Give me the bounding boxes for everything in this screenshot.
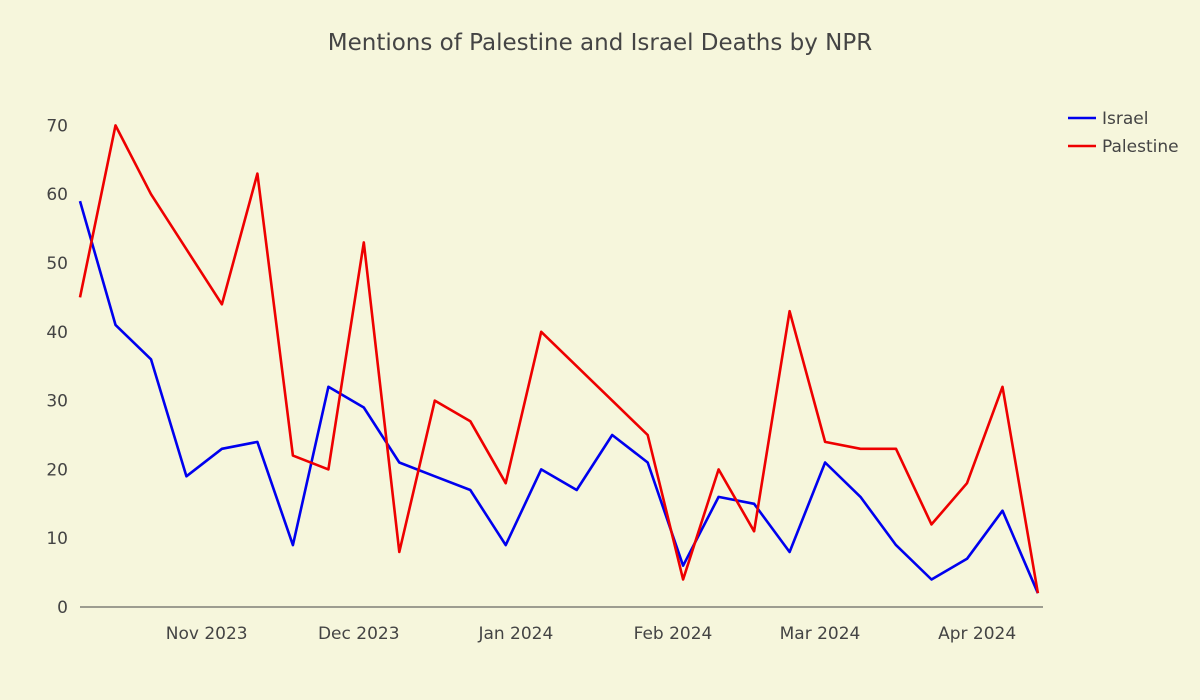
x-tick-label: Feb 2024 xyxy=(634,624,713,644)
x-tick-label: Nov 2023 xyxy=(166,624,248,644)
y-tick-label: 60 xyxy=(46,185,68,205)
series-line-palestine xyxy=(78,124,1040,594)
y-tick-label: 0 xyxy=(57,598,68,618)
y-tick-label: 40 xyxy=(46,323,68,343)
series-line-israel xyxy=(78,200,1040,594)
legend[interactable]: Israel Palestine xyxy=(1068,109,1179,157)
y-tick-label: 10 xyxy=(46,529,68,549)
y-tick-label: 30 xyxy=(46,392,68,412)
legend-label: Palestine xyxy=(1102,137,1179,157)
x-tick-label: Apr 2024 xyxy=(938,624,1016,644)
x-tick-label: Dec 2023 xyxy=(318,624,400,644)
x-axis-ticks: Nov 2023 Dec 2023 Jan 2024 Feb 2024 Mar 2024… xyxy=(166,624,1016,644)
chart-title: Mentions of Palestine and Israel Deaths … xyxy=(328,30,872,56)
x-tick-label: Jan 2024 xyxy=(477,624,553,644)
x-tick-label: Mar 2024 xyxy=(780,624,861,644)
legend-item-israel[interactable]: Israel xyxy=(1068,109,1148,129)
y-tick-label: 70 xyxy=(46,116,68,136)
series-lines xyxy=(78,124,1040,594)
y-axis-ticks: 0 10 20 30 40 50 60 70 xyxy=(46,116,68,618)
y-tick-label: 20 xyxy=(46,460,68,480)
y-tick-label: 50 xyxy=(46,254,68,274)
legend-item-palestine[interactable]: Palestine xyxy=(1068,137,1179,157)
legend-label: Israel xyxy=(1102,109,1148,129)
